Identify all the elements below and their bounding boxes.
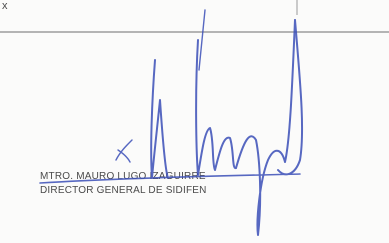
signature [0, 0, 389, 243]
signature-stroke [196, 40, 236, 175]
signature-stroke [278, 20, 302, 174]
signature-stroke [151, 60, 168, 178]
signature-stroke [116, 140, 132, 162]
document-page: x MTRO. MAURO LUGO IZAGUIRRE DIRECTOR GE… [0, 0, 389, 243]
signature-stroke [236, 20, 295, 235]
signature-stroke [199, 10, 205, 70]
